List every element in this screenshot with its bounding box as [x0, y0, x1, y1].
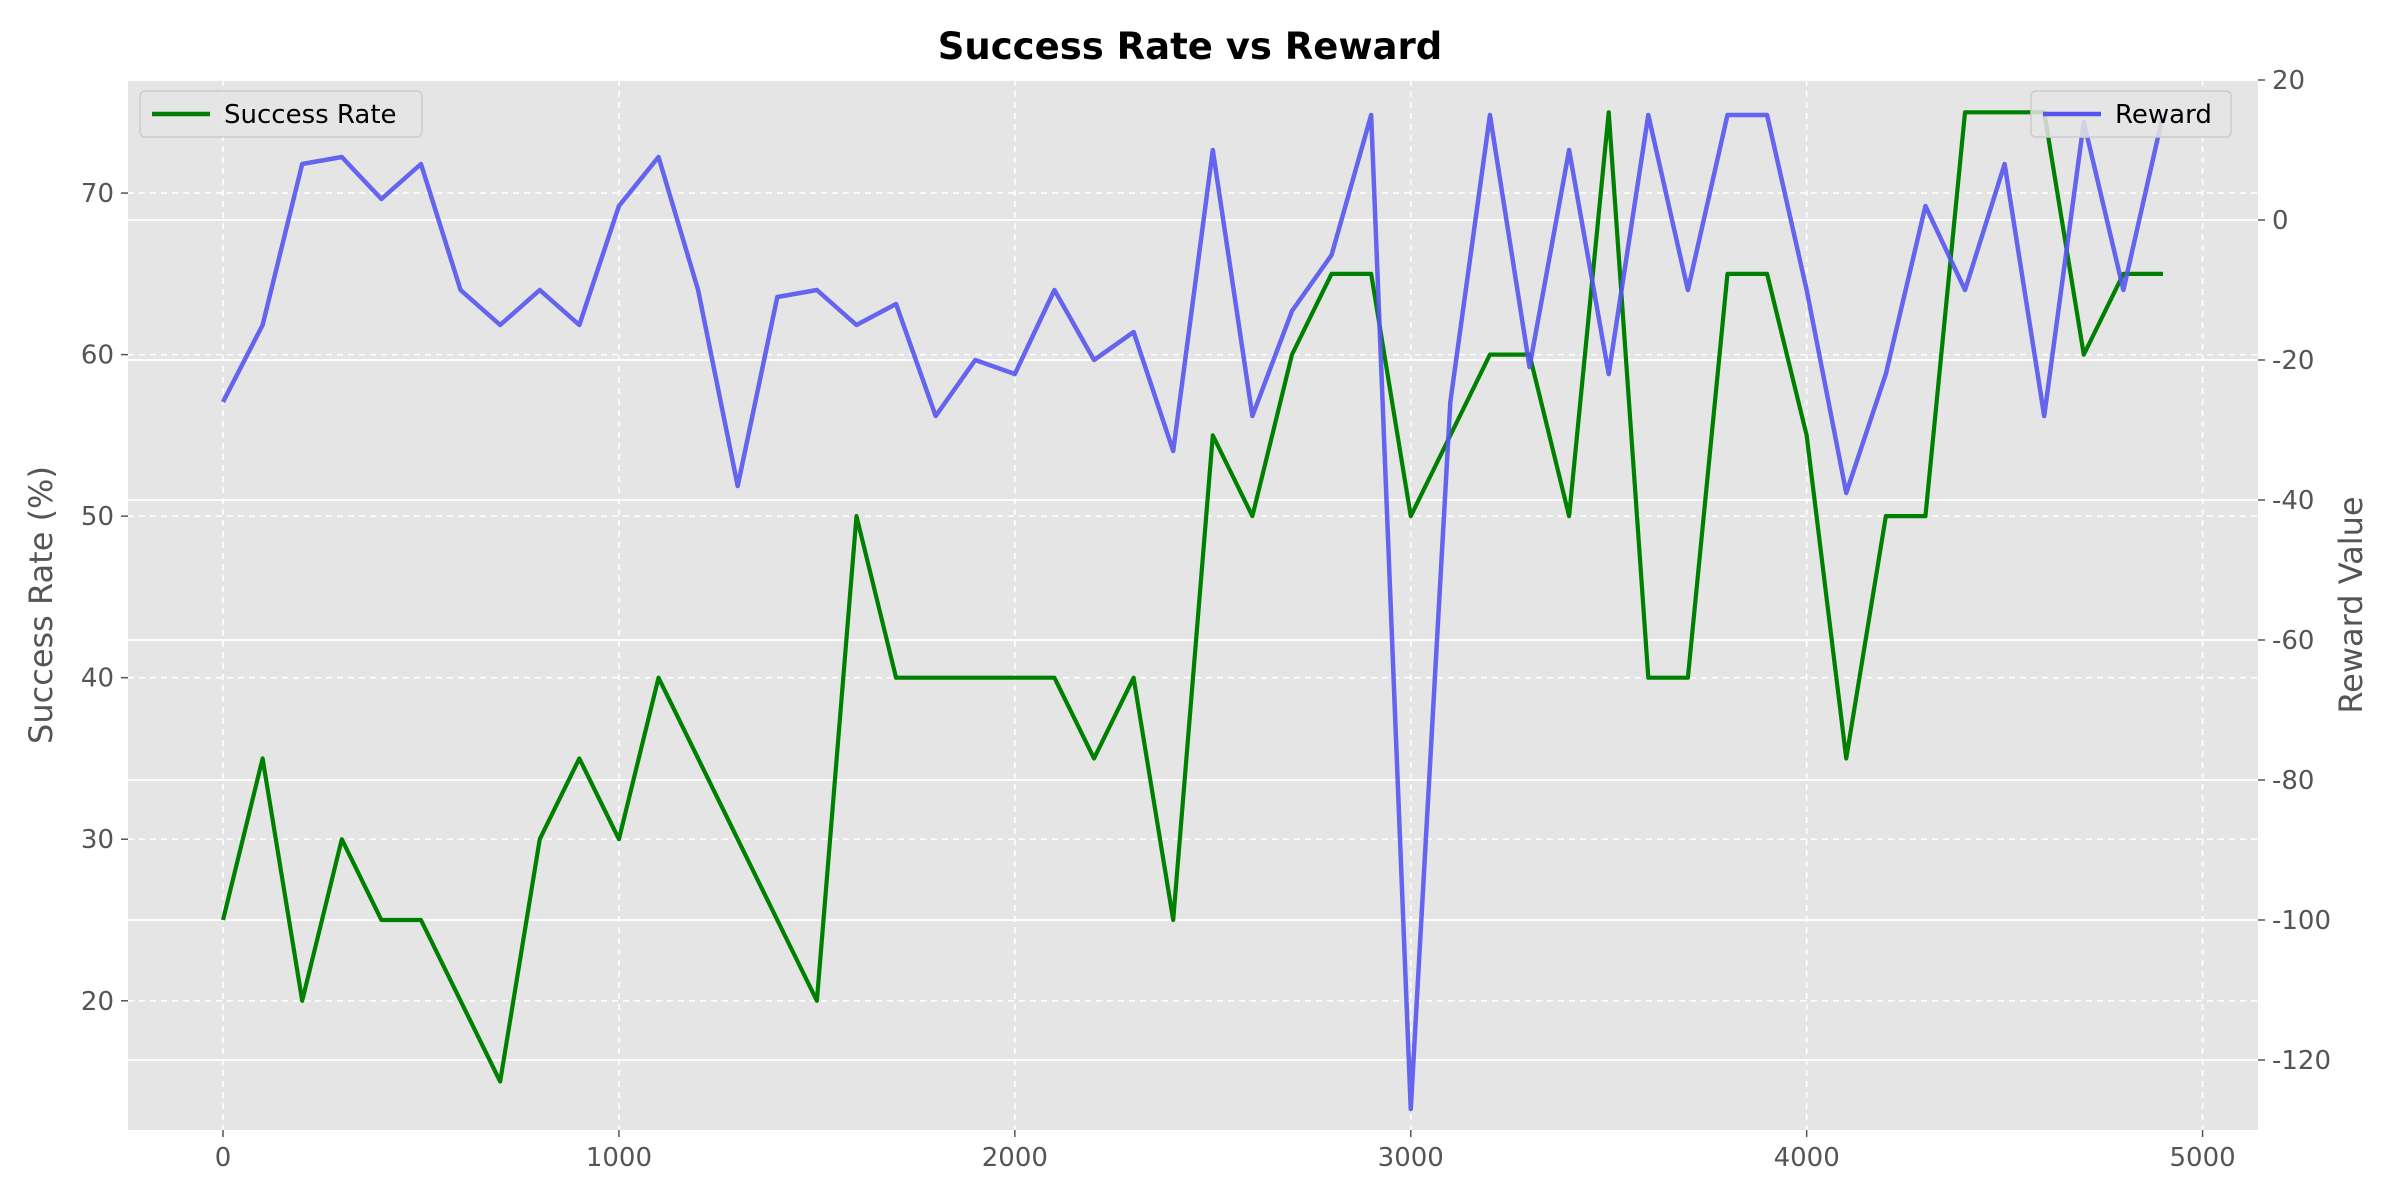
x-tick-label: 4000	[1774, 1143, 1840, 1173]
x-tick-label: 2000	[982, 1143, 1048, 1173]
chart-title: Success Rate vs Reward	[938, 25, 1443, 68]
y-right-tick-label: 20	[2272, 66, 2305, 96]
legend-label: Reward	[2115, 100, 2212, 130]
series-line-reward	[221, 112, 2166, 1112]
tick-layer: 0 1000 2000 3000 4000 5000 20 30 40 50 60 70 -120 -10…	[81, 66, 2331, 1173]
legend-label: Success Rate	[224, 100, 397, 130]
y-right-tick-label: -20	[2272, 346, 2314, 376]
y-right-tick-label: 0	[2272, 206, 2289, 236]
legend-layer: Success Rate Reward	[139, 90, 2232, 138]
legend-box	[139, 90, 423, 138]
y-tick-label: 60	[81, 341, 114, 371]
y-right-axis-label: Reward Value	[2332, 496, 2370, 713]
series-line-success-rate	[220, 110, 2163, 1084]
y-tick-label: 50	[81, 502, 114, 532]
plot-area	[128, 80, 2258, 1130]
y-axis-label: Success Rate (%)	[22, 466, 60, 744]
y-right-tick-label: -60	[2272, 626, 2314, 656]
y-tick-label: 40	[81, 664, 114, 694]
x-tick-label: 1000	[586, 1143, 652, 1173]
y-right-tick-label: -120	[2272, 1046, 2331, 1076]
y-tick-label: 20	[81, 987, 114, 1017]
line-layer	[220, 110, 2166, 1112]
y-right-tick-label: -80	[2272, 766, 2314, 796]
x-tick-label: 3000	[1378, 1143, 1444, 1173]
x-tick-label: 5000	[2169, 1143, 2235, 1173]
y-right-tick-label: -100	[2272, 906, 2331, 936]
grid-layer	[128, 79, 2258, 1130]
x-tick-label: 0	[215, 1143, 232, 1173]
y-right-tick-label: -40	[2272, 486, 2314, 516]
legend-box	[2030, 90, 2232, 138]
y-tick-label: 70	[81, 179, 114, 209]
y-tick-label: 30	[81, 825, 114, 855]
